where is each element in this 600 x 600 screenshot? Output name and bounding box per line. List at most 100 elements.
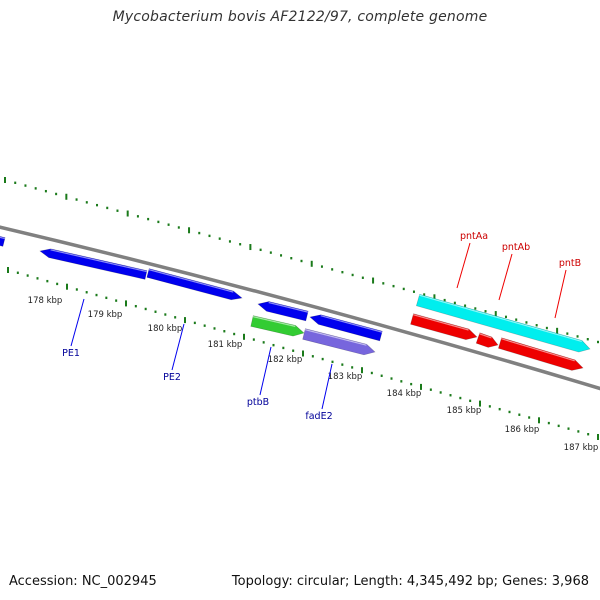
tick-mark	[24, 184, 27, 187]
tick-mark	[116, 209, 119, 212]
gene-feature-red	[475, 332, 499, 348]
accession-text: Accession: NC_002945	[9, 574, 157, 589]
tick-mark	[390, 377, 393, 380]
tick-mark	[259, 248, 262, 252]
tick-mark	[228, 240, 231, 243]
gene-feature-blue-highlight	[320, 315, 383, 333]
tick-mark	[36, 277, 39, 280]
tick-mark	[95, 293, 98, 297]
tick-mark	[464, 304, 467, 307]
tick-mark	[249, 244, 252, 251]
tick-mark	[380, 374, 383, 377]
tick-mark	[498, 407, 501, 411]
tick-mark	[85, 201, 88, 204]
tick-mark	[14, 181, 17, 184]
tick-mark	[282, 346, 285, 350]
tick-mark	[412, 290, 415, 293]
tick-mark	[528, 416, 531, 419]
gene-feature-red-highlight	[479, 333, 492, 339]
tick-mark	[65, 193, 68, 200]
kbp-scale-label: 181 kbp	[208, 340, 243, 350]
tick-mark	[459, 396, 462, 400]
tick-mark	[55, 192, 58, 196]
gene-feature-blue-highlight	[268, 301, 309, 313]
tick-mark	[515, 318, 518, 321]
tick-mark	[66, 283, 68, 290]
tick-mark	[586, 338, 589, 341]
tick-mark	[370, 371, 373, 375]
tick-mark	[302, 350, 304, 357]
tick-mark	[545, 326, 548, 330]
gene-feature-purple	[302, 328, 376, 356]
tick-mark	[556, 327, 559, 334]
tick-mark	[85, 291, 88, 294]
tick-mark	[382, 282, 385, 285]
tick-mark	[400, 380, 403, 383]
tick-mark	[280, 254, 283, 257]
tick-mark	[410, 382, 413, 386]
tick-mark	[484, 310, 487, 313]
tick-mark	[429, 388, 432, 391]
tick-mark	[26, 274, 29, 277]
tick-mark	[341, 363, 344, 366]
kbp-scale-label: 186 kbp	[505, 425, 540, 435]
gene-label-leader	[259, 346, 272, 396]
tick-mark	[290, 257, 293, 260]
gene-feature-red	[410, 313, 478, 340]
tick-mark	[4, 177, 6, 183]
kbp-scale-label: 180 kbp	[148, 324, 183, 334]
gene-feature-blue-highlight	[0, 236, 5, 240]
gene-label-leader	[171, 323, 185, 371]
gene-feature-green-body	[250, 315, 305, 337]
tick-mark	[252, 338, 255, 341]
tick-mark	[300, 259, 303, 263]
gene-label: ptbB	[247, 397, 269, 408]
tick-mark	[44, 189, 47, 193]
tick-mark	[576, 335, 579, 338]
kbp-scale-label: 178 kbp	[28, 296, 63, 306]
tick-mark	[538, 417, 540, 424]
tick-mark	[272, 343, 275, 347]
gene-label-leader	[321, 363, 333, 410]
gene-feature-blue-body	[39, 248, 148, 280]
tick-mark	[320, 265, 323, 268]
tick-mark	[479, 400, 481, 407]
gene-feature-cyan-highlight	[419, 294, 582, 343]
gene-feature-red-body	[475, 332, 499, 348]
gene-feature-blue-body	[257, 301, 309, 322]
gene-feature-red-highlight	[501, 338, 575, 362]
inner-tick-track	[7, 267, 599, 440]
kbp-scale-label: 187 kbp	[564, 443, 599, 453]
gene-feature-green	[250, 315, 305, 337]
tick-mark	[144, 307, 147, 311]
tick-mark	[311, 355, 314, 358]
gene-feature-red	[498, 337, 584, 371]
tick-mark	[16, 271, 19, 274]
tick-mark	[361, 367, 363, 374]
gene-feature-blue	[0, 236, 6, 247]
tick-mark	[218, 237, 221, 240]
tick-mark	[213, 327, 216, 330]
tick-mark	[341, 270, 344, 274]
tick-mark	[372, 277, 375, 284]
gene-feature-green-highlight	[252, 316, 296, 327]
gene-label: fadE2	[305, 411, 332, 422]
tick-mark	[439, 391, 442, 394]
kbp-scale-label: 185 kbp	[447, 406, 482, 416]
tick-mark	[518, 413, 521, 416]
tick-mark	[597, 340, 599, 344]
tick-mark	[208, 234, 211, 238]
tick-mark	[193, 321, 196, 325]
gene-feature-red-body	[410, 313, 478, 340]
tick-mark	[203, 324, 206, 327]
tick-mark	[433, 294, 436, 301]
tick-mark	[167, 223, 170, 226]
tick-mark	[566, 332, 569, 335]
tick-mark	[136, 215, 139, 218]
tick-mark	[535, 324, 538, 327]
tick-mark	[331, 360, 334, 364]
tick-mark	[126, 210, 129, 217]
gene-feature-purple-highlight	[304, 329, 367, 346]
gene-feature-red-highlight	[413, 314, 469, 331]
